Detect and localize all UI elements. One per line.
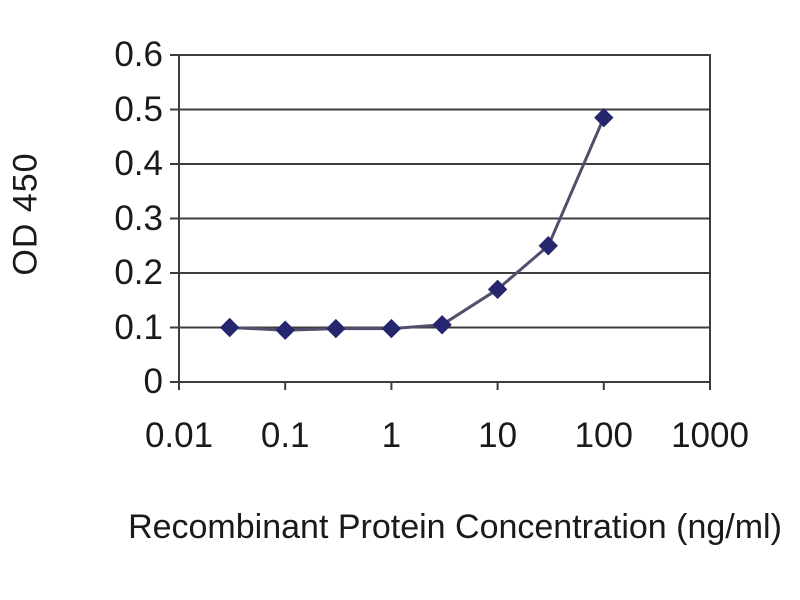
x-tick-label: 0.1 <box>260 416 310 455</box>
x-tick-label: 100 <box>574 416 633 455</box>
data-point-marker <box>381 318 402 339</box>
y-tick-label: 0.1 <box>114 307 163 347</box>
x-axis-title: Recombinant Protein Concentration (ng/ml… <box>128 508 782 546</box>
data-point-marker <box>432 315 452 335</box>
data-point-marker <box>219 317 240 338</box>
data-point-marker <box>487 279 508 300</box>
data-point-marker <box>594 107 614 128</box>
data-point-marker <box>326 318 346 339</box>
x-tick-label: 1000 <box>671 416 749 455</box>
data-point-marker <box>538 236 558 256</box>
data-point-marker <box>275 320 295 340</box>
y-tick-label: 0.3 <box>114 198 163 238</box>
x-tick-label: 10 <box>478 416 518 455</box>
plot-border <box>178 54 711 383</box>
x-tick-label: 0.01 <box>144 416 214 455</box>
y-tick-label: 0.5 <box>114 89 163 129</box>
y-tick-label: 0.4 <box>114 144 163 183</box>
x-tick-label: 1 <box>381 416 402 455</box>
data-series-line <box>229 117 606 332</box>
y-tick-label: 0 <box>143 362 163 401</box>
y-tick-label: 0.2 <box>114 253 163 292</box>
plot-area <box>170 54 711 390</box>
y-tick-label: 0.6 <box>114 35 163 74</box>
